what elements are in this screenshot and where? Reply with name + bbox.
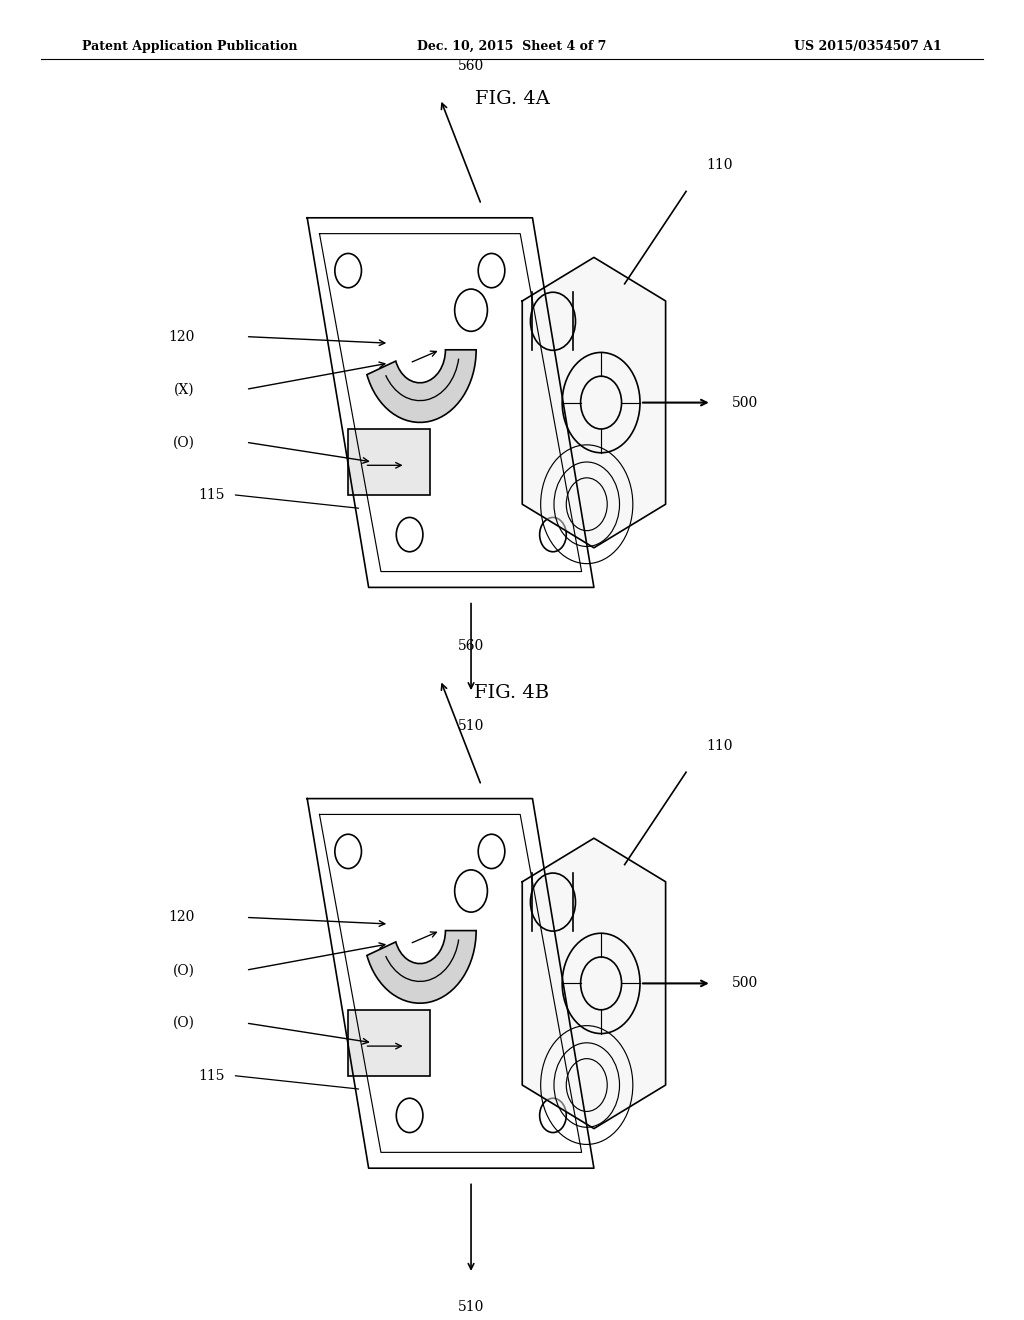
Text: (O): (O)	[173, 436, 195, 449]
Text: FIG. 4B: FIG. 4B	[474, 684, 550, 702]
Text: Patent Application Publication: Patent Application Publication	[82, 40, 297, 53]
Bar	[348, 1010, 430, 1076]
Wedge shape	[367, 931, 476, 1003]
Text: 110: 110	[707, 158, 733, 172]
Polygon shape	[522, 838, 666, 1129]
Text: 510: 510	[458, 1300, 484, 1315]
Text: (O): (O)	[173, 1016, 195, 1030]
Text: Dec. 10, 2015  Sheet 4 of 7: Dec. 10, 2015 Sheet 4 of 7	[418, 40, 606, 53]
Text: US 2015/0354507 A1: US 2015/0354507 A1	[795, 40, 942, 53]
Text: 560: 560	[458, 639, 484, 653]
Text: (O): (O)	[173, 964, 195, 977]
Text: 510: 510	[458, 719, 484, 734]
Text: 120: 120	[168, 330, 195, 343]
Text: 120: 120	[168, 911, 195, 924]
Text: FIG. 4A: FIG. 4A	[474, 90, 550, 108]
Text: 115: 115	[199, 488, 225, 502]
Text: 560: 560	[458, 58, 484, 73]
Text: 110: 110	[707, 739, 733, 752]
Text: 115: 115	[199, 1069, 225, 1082]
Text: 500: 500	[732, 396, 759, 409]
Wedge shape	[367, 350, 476, 422]
Text: 500: 500	[732, 977, 759, 990]
Bar	[348, 429, 430, 495]
Text: (X): (X)	[174, 383, 195, 396]
Polygon shape	[522, 257, 666, 548]
